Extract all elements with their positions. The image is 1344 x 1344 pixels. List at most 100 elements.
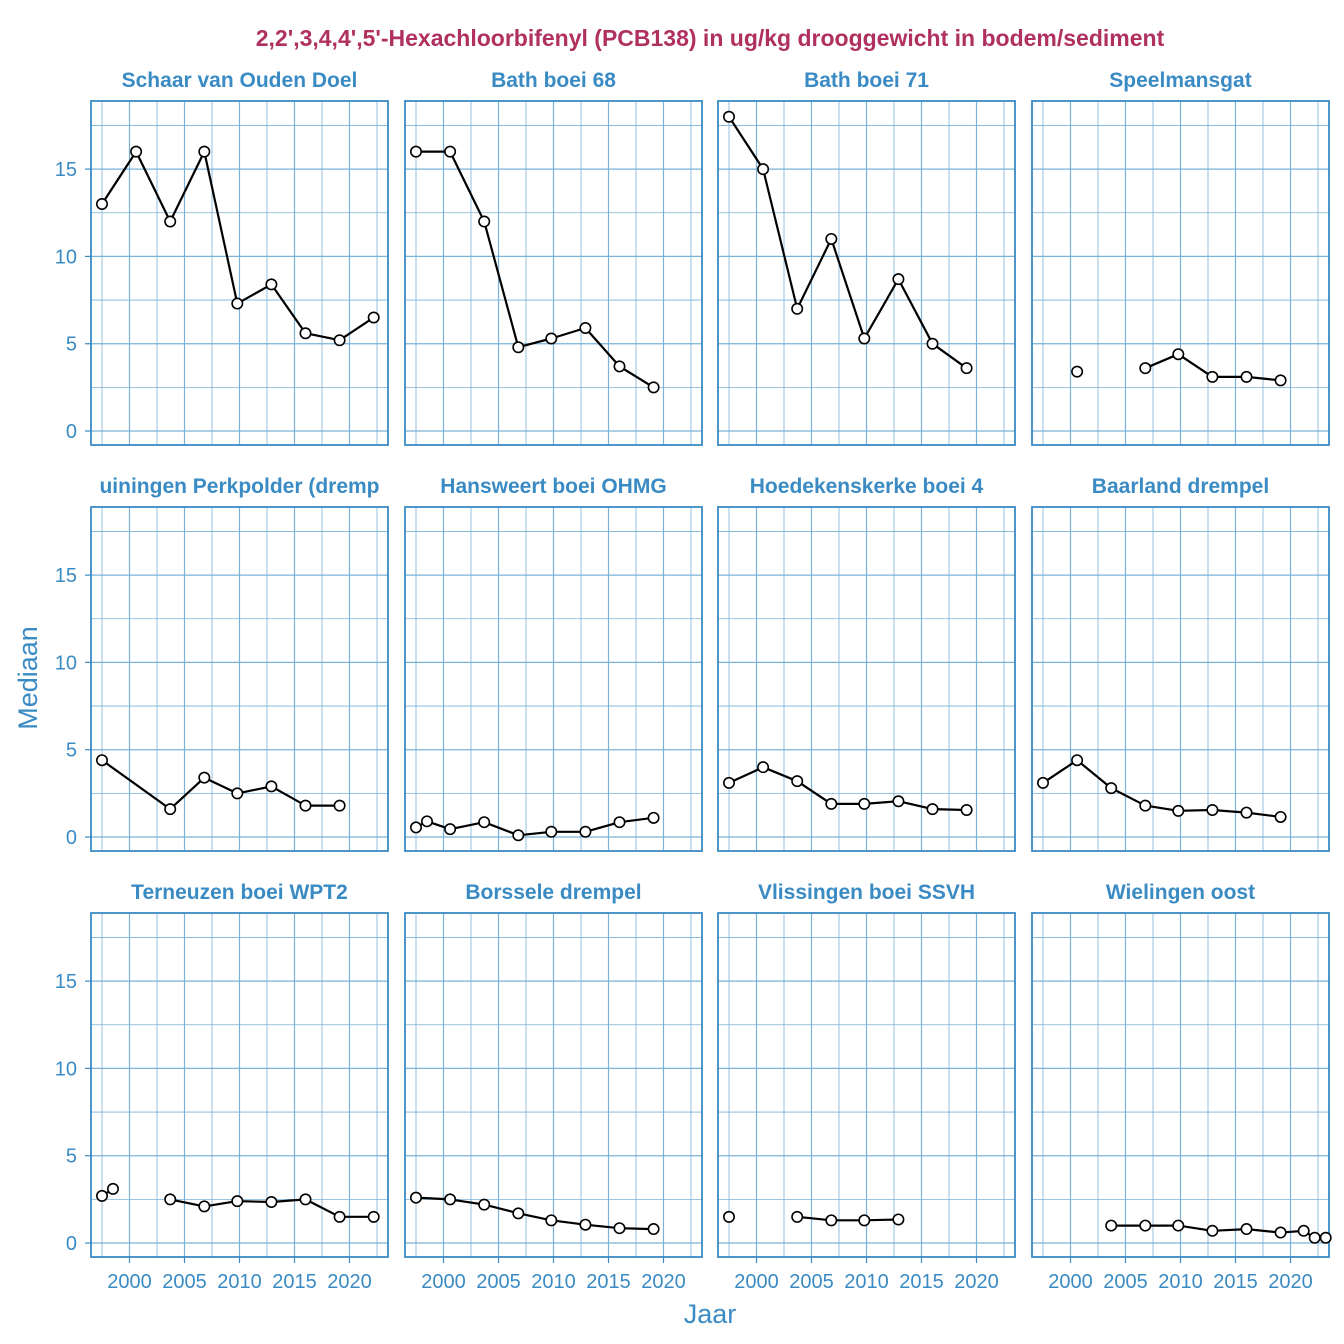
data-point	[1172, 1219, 1185, 1232]
data-point	[791, 1210, 804, 1223]
x-tick-label: 2000	[421, 1271, 466, 1293]
data-point	[164, 215, 177, 228]
data-point	[960, 362, 973, 375]
data-point	[858, 332, 871, 345]
data-point	[164, 803, 177, 816]
y-tick-label: 5	[66, 334, 77, 356]
data-point	[1206, 803, 1219, 816]
data-point	[420, 815, 433, 828]
data-point	[858, 1214, 871, 1227]
panel-title: Speelmansgat	[1109, 69, 1251, 92]
x-tick-label: 2005	[789, 1271, 834, 1293]
y-tick-label: 10	[55, 246, 77, 268]
panel-border	[404, 100, 703, 446]
data-point	[478, 816, 491, 829]
panel: Terneuzen boei WPT2 0 5 10 15 2000 2005 2010 201…	[55, 881, 389, 1293]
data-point	[825, 232, 838, 245]
panel: Bath boei 68	[404, 69, 703, 446]
y-tick-label: 0	[66, 421, 77, 443]
facet-panels: Schaar van Ouden Doel 0 5 10 15 Bath boei 68 B…	[55, 69, 1332, 1293]
panel-title: Bath boei 71	[804, 69, 929, 92]
panel: Vlissingen boei SSVH 2000 2005 2010 2015 2020	[717, 881, 1016, 1293]
data-point	[1037, 776, 1050, 789]
data-point	[231, 1195, 244, 1208]
data-point	[512, 829, 525, 842]
panel-title: Schaar van Ouden Doel	[122, 69, 358, 92]
panel: Schaar van Ouden Doel 0 5 10 15	[55, 69, 389, 446]
data-point	[231, 787, 244, 800]
data-point	[825, 1214, 838, 1227]
data-point	[96, 1189, 109, 1202]
data-point	[1240, 1223, 1253, 1236]
data-point	[579, 1218, 592, 1231]
panel: Bath boei 71	[717, 69, 1016, 446]
panel-title: Wielingen oost	[1106, 881, 1255, 904]
x-tick-label: 2020	[641, 1271, 686, 1293]
data-point	[164, 1193, 177, 1206]
panel-border	[717, 100, 1016, 446]
series-line	[797, 1215, 899, 1222]
y-tick-label: 15	[55, 971, 77, 993]
data-point	[892, 1213, 905, 1226]
panel-border	[1031, 100, 1330, 446]
data-point	[265, 1195, 278, 1208]
data-point	[1274, 810, 1287, 823]
data-point	[791, 775, 804, 788]
y-tick-label: 15	[55, 565, 77, 587]
data-point	[1172, 804, 1185, 817]
data-point	[613, 360, 626, 373]
panel-title: Terneuzen boei WPT2	[131, 881, 348, 904]
data-point	[545, 1214, 558, 1227]
data-point	[409, 821, 422, 834]
data-point	[231, 297, 244, 310]
y-tick-label: 5	[66, 740, 77, 762]
x-tick-label: 2020	[327, 1271, 372, 1293]
x-tick-label: 2005	[1103, 1271, 1148, 1293]
x-tick-label: 2005	[162, 1271, 207, 1293]
x-tick-label: 2005	[476, 1271, 521, 1293]
panel-title: uiningen Perkpolder (dremp	[99, 475, 379, 498]
panel-border	[717, 506, 1016, 852]
data-point	[367, 311, 380, 324]
data-point	[722, 110, 735, 123]
y-tick-label: 0	[66, 1233, 77, 1255]
data-point	[757, 163, 770, 176]
data-point	[409, 1191, 422, 1204]
series-line	[101, 150, 375, 342]
data-point	[367, 1210, 380, 1223]
y-tick-label: 15	[55, 159, 77, 181]
data-point	[1297, 1224, 1310, 1237]
data-point	[107, 1182, 120, 1195]
panel-border	[90, 506, 389, 852]
data-point	[1139, 1219, 1152, 1232]
data-point	[892, 795, 905, 808]
x-tick-label: 2015	[899, 1271, 944, 1293]
data-point	[512, 1207, 525, 1220]
panel-title: Baarland drempel	[1092, 475, 1269, 498]
panel: Speelmansgat	[1031, 69, 1330, 446]
data-point	[647, 381, 660, 394]
x-tick-label: 2010	[844, 1271, 889, 1293]
data-point	[478, 1198, 491, 1211]
panel-title: Hansweert boei OHMG	[440, 475, 666, 498]
y-tick-label: 5	[66, 1146, 77, 1168]
y-tick-label: 10	[55, 1058, 77, 1080]
data-point	[1139, 362, 1152, 375]
data-point	[858, 797, 871, 810]
data-point	[722, 776, 735, 789]
data-point	[545, 825, 558, 838]
data-point	[198, 771, 211, 784]
panel: Wielingen oost 2000 2005 2010 2015 2020	[1031, 881, 1332, 1293]
series-line	[728, 116, 968, 370]
data-point	[1071, 365, 1084, 378]
x-tick-label: 2020	[954, 1271, 999, 1293]
data-point	[1274, 1226, 1287, 1239]
x-tick-label: 2000	[734, 1271, 779, 1293]
data-point	[265, 780, 278, 793]
data-point	[1274, 374, 1287, 387]
x-axis-title: Jaar	[684, 1299, 737, 1329]
x-tick-label: 2015	[1213, 1271, 1258, 1293]
panel: uiningen Perkpolder (dremp 0 5 10 15	[55, 475, 389, 852]
data-point	[265, 278, 278, 291]
